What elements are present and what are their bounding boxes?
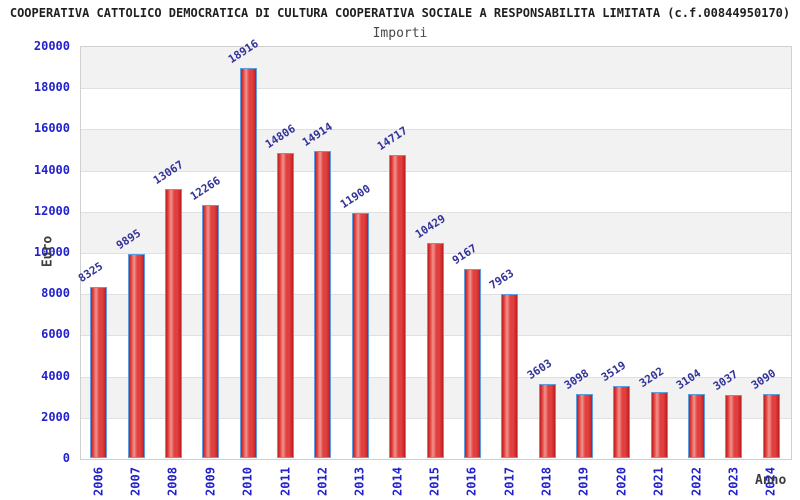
y-tick-label: 12000 [33, 203, 70, 218]
bar-2007 [127, 254, 145, 458]
bar-2024 [762, 394, 780, 458]
bar-2016 [463, 269, 481, 458]
bar-2014 [389, 154, 407, 458]
plot-area [80, 46, 792, 460]
y-tick-label: 0 [62, 451, 70, 465]
x-tick-label: 2009 [203, 467, 218, 496]
y-tick-label: 18000 [33, 80, 70, 95]
x-tick-label: 2010 [240, 467, 255, 496]
x-tick-label: 2022 [689, 467, 704, 496]
chart-title: COOPERATIVA CATTOLICO DEMOCRATICA DI CUL… [9, 6, 791, 20]
x-tick-label: 2016 [464, 467, 479, 496]
gridline [81, 88, 791, 90]
bar-2013 [351, 212, 369, 458]
bar-2006 [90, 286, 108, 458]
grid-band [81, 129, 791, 171]
bar-2009 [202, 205, 220, 458]
x-tick-label: 2012 [315, 467, 330, 496]
gridline [81, 211, 791, 213]
y-tick-label: 4000 [41, 368, 70, 383]
gridline [81, 170, 791, 172]
bar-2010 [239, 68, 257, 458]
bar-2019 [575, 394, 593, 458]
x-tick-label: 2006 [91, 467, 106, 496]
bar-2011 [277, 152, 295, 458]
grid-band [81, 88, 791, 130]
x-tick-label: 2017 [502, 467, 517, 496]
x-tick-label: 2013 [352, 467, 367, 496]
x-tick-label: 2018 [539, 467, 554, 496]
y-tick-label: 6000 [41, 327, 70, 342]
y-tick-label: 2000 [41, 409, 70, 424]
bar-2020 [613, 385, 631, 458]
bar-2017 [501, 293, 519, 458]
x-tick-label: 2021 [651, 467, 666, 496]
x-tick-label: 2020 [614, 467, 629, 496]
bar-2023 [725, 395, 743, 458]
y-tick-label: 8000 [41, 286, 70, 301]
x-tick-label: 2019 [576, 467, 591, 496]
bar-2021 [650, 392, 668, 458]
x-tick-label: 2008 [165, 467, 180, 496]
bar-2008 [164, 188, 182, 458]
grid-band [81, 47, 791, 89]
x-axis-label: Anno [755, 473, 787, 488]
chart-subtitle: Importi [372, 26, 428, 41]
bar-2015 [426, 243, 444, 458]
x-tick-label: 2023 [726, 467, 741, 496]
x-tick-label: 2011 [278, 467, 293, 496]
grid-band [81, 170, 791, 212]
y-tick-label: 20000 [33, 39, 70, 53]
bar-2018 [538, 383, 556, 458]
gridline [81, 129, 791, 131]
x-tick-label: 2014 [390, 467, 405, 496]
bar-2012 [314, 150, 332, 458]
x-tick-label: 2015 [427, 467, 442, 496]
y-tick-label: 10000 [33, 245, 70, 259]
y-tick-label: 14000 [33, 162, 70, 177]
x-tick-label: 2007 [128, 467, 143, 496]
y-tick-label: 16000 [33, 121, 70, 136]
bar-2022 [688, 394, 706, 458]
y-axis-label: Euro [40, 235, 56, 268]
